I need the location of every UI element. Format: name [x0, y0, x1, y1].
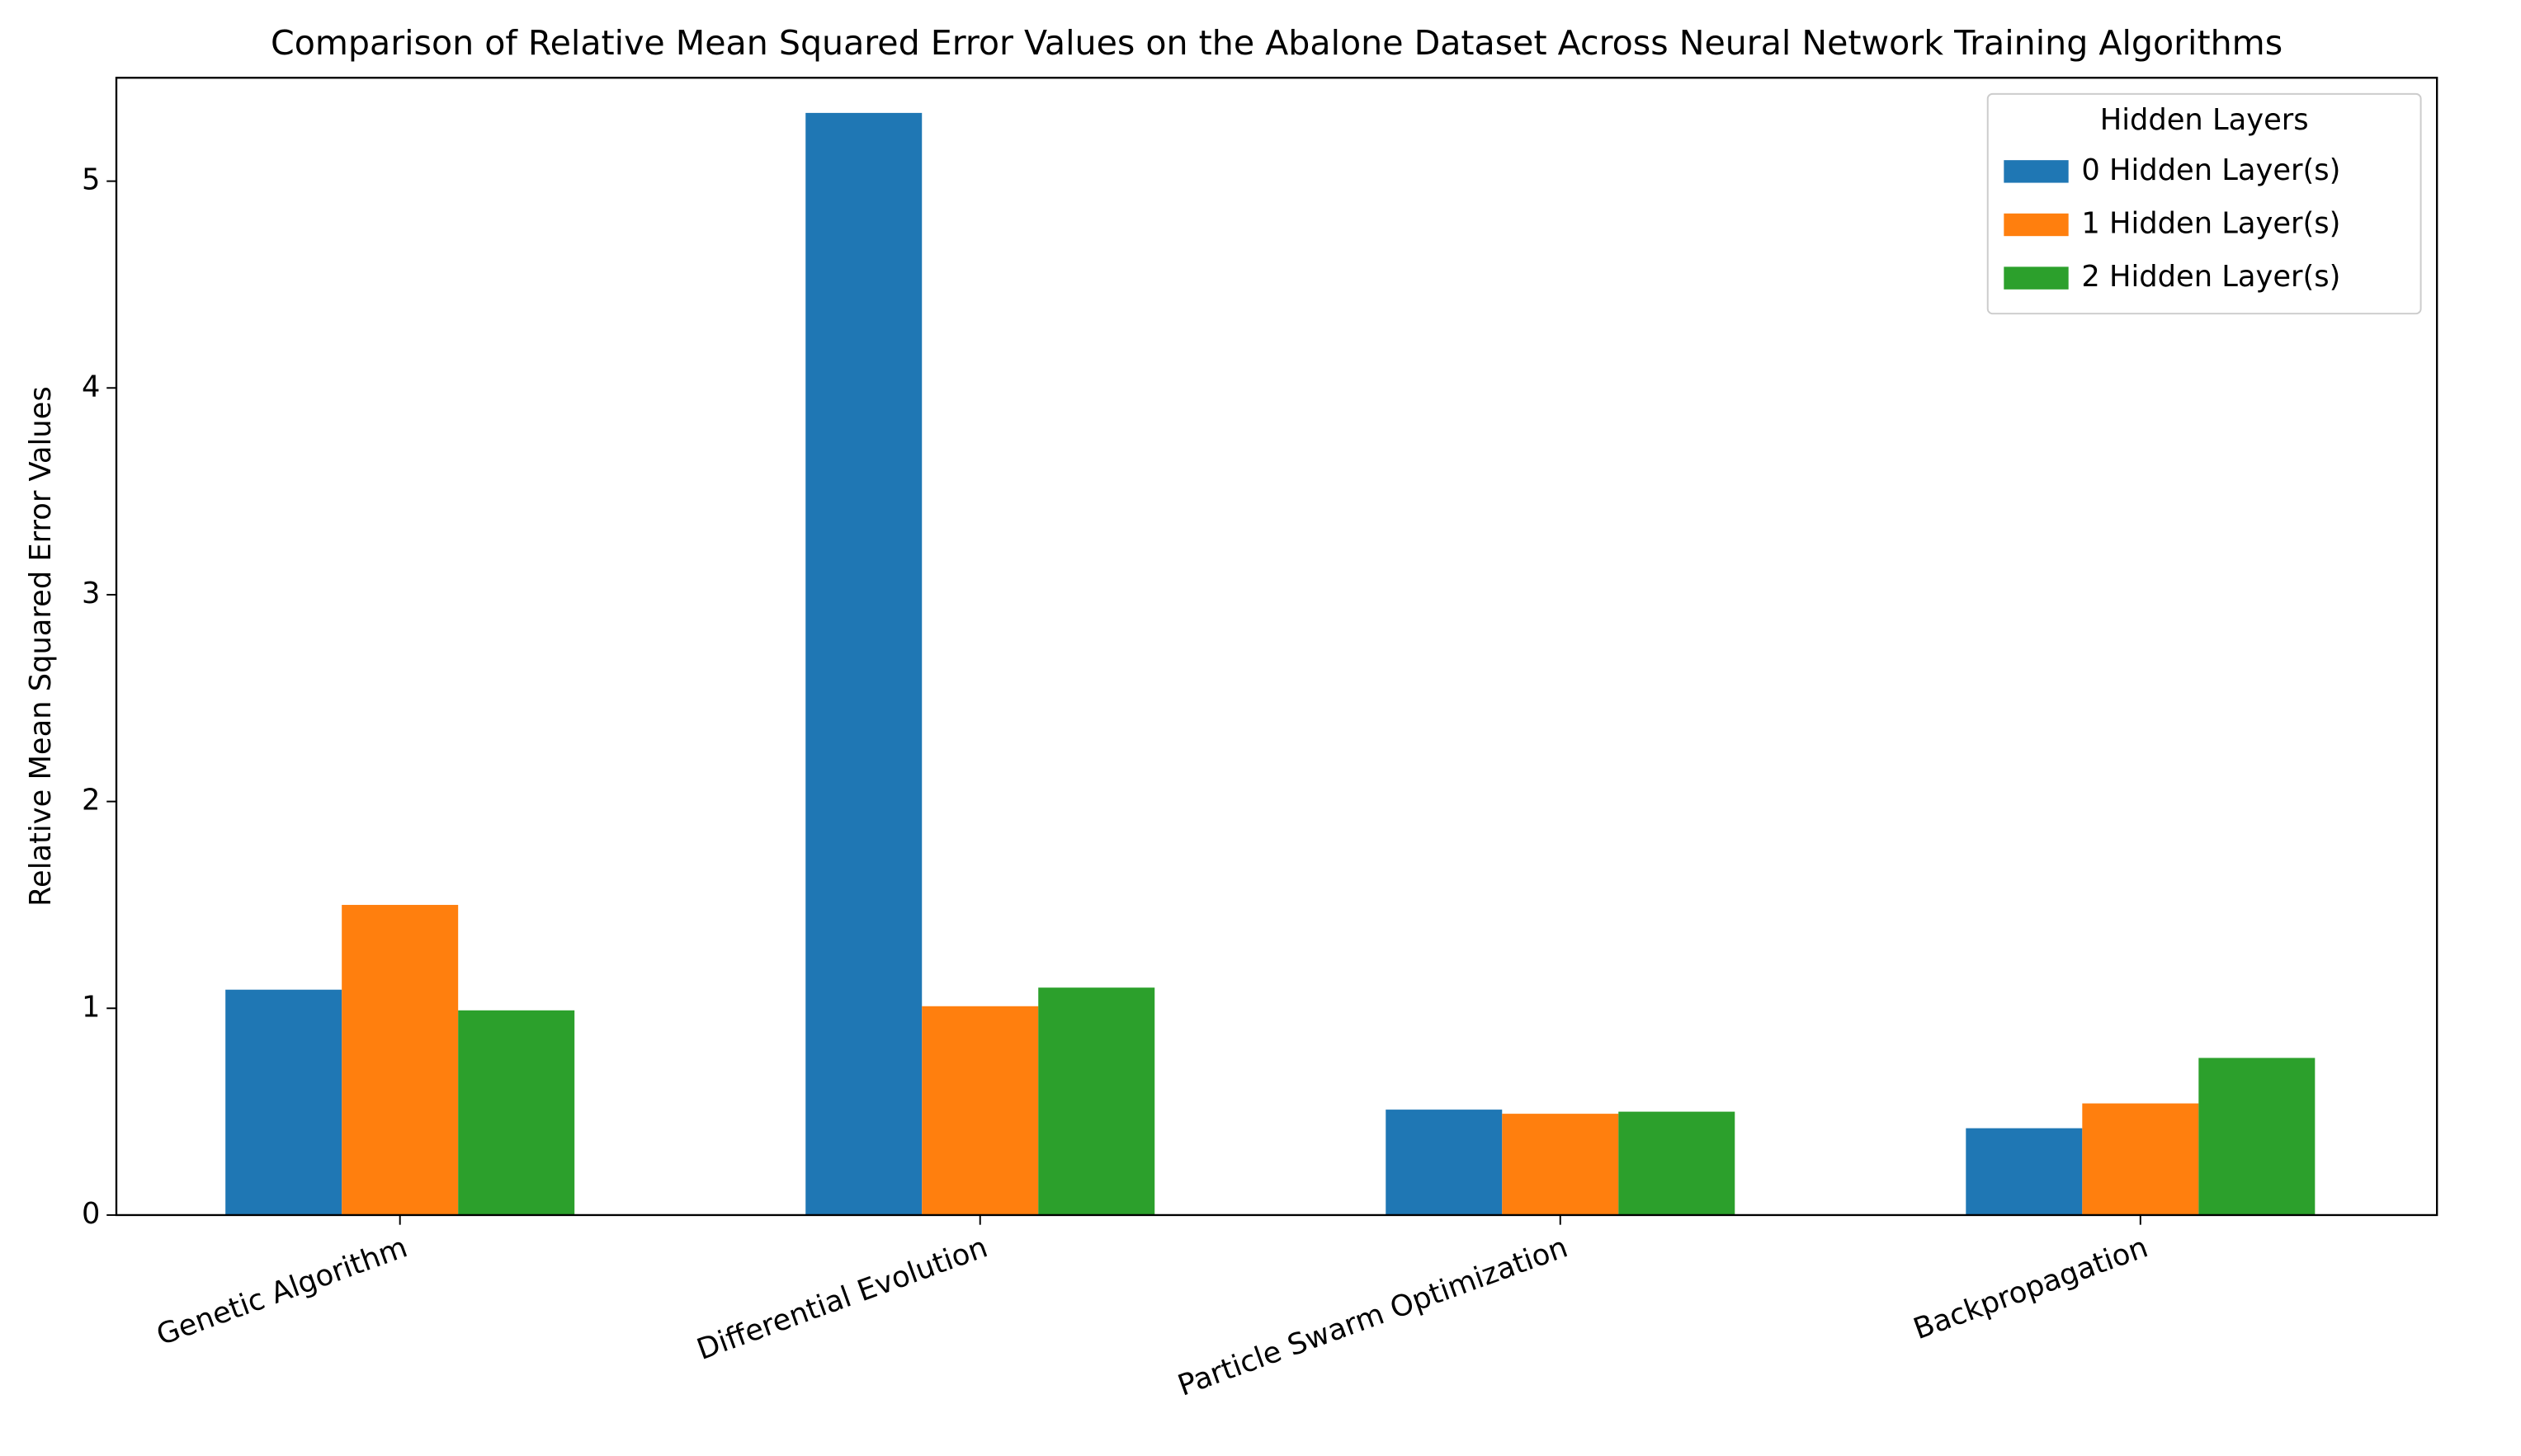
x-tick-label: Backpropagation — [1909, 1230, 2152, 1346]
legend: Hidden Layers 0 Hidden Layer(s) 1 Hidden L… — [1986, 92, 2422, 315]
bar — [805, 112, 923, 1215]
bar — [2082, 1103, 2199, 1215]
legend-swatch — [2004, 213, 2069, 237]
x-tick-label: Genetic Algorithm — [152, 1230, 412, 1352]
bar — [342, 904, 459, 1215]
bar — [1966, 1128, 2083, 1215]
y-tick-label: 1 — [82, 990, 100, 1024]
legend-swatch — [2004, 160, 2069, 183]
chart-title: Comparison of Relative Mean Squared Erro… — [271, 23, 2283, 63]
y-axis-label: Relative Mean Squared Error Values — [24, 386, 58, 907]
bar — [1038, 987, 1155, 1215]
y-tick-label: 3 — [82, 577, 100, 610]
legend-swatch — [2004, 266, 2069, 290]
legend-label: 1 Hidden Layer(s) — [2081, 206, 2340, 240]
bar — [1502, 1114, 1619, 1215]
bar — [458, 1010, 575, 1215]
legend-box — [1986, 92, 2422, 315]
y-tick-label: 5 — [82, 163, 100, 197]
x-tick-label: Particle Swarm Optimization — [1173, 1230, 1572, 1402]
x-tick-label: Differential Evolution — [692, 1230, 992, 1366]
legend-title: Hidden Layers — [2100, 103, 2309, 137]
legend-label: 2 Hidden Layer(s) — [2081, 260, 2340, 294]
plot-frame — [115, 77, 2438, 1217]
legend-label: 0 Hidden Layer(s) — [2081, 153, 2340, 187]
y-tick-label: 4 — [82, 370, 100, 403]
bar — [1618, 1111, 1735, 1215]
bar — [1386, 1110, 1503, 1215]
bar — [2198, 1058, 2316, 1215]
y-tick-label: 2 — [82, 784, 100, 818]
bar — [225, 989, 342, 1215]
bar — [922, 1006, 1039, 1215]
y-tick-label: 0 — [82, 1197, 100, 1231]
